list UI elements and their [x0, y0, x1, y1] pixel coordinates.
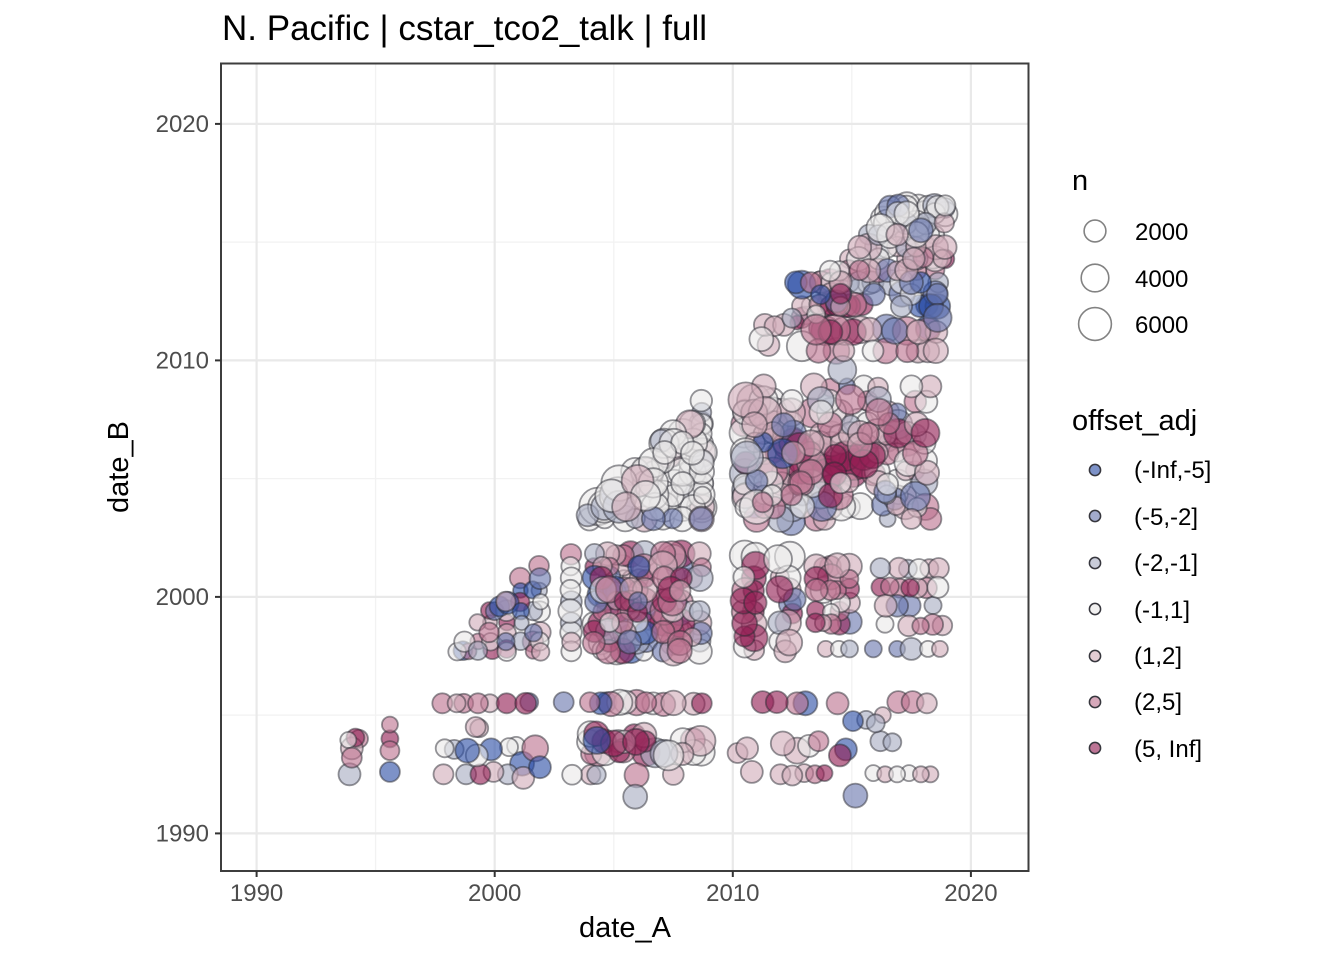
svg-text:2000: 2000: [156, 584, 209, 611]
svg-text:2020: 2020: [156, 111, 209, 138]
svg-text:offset_adj: offset_adj: [1072, 405, 1197, 437]
svg-text:n: n: [1072, 165, 1088, 197]
svg-text:(-Inf,-5]: (-Inf,-5]: [1134, 457, 1211, 484]
svg-text:(5, Inf]: (5, Inf]: [1134, 736, 1202, 763]
svg-text:1990: 1990: [156, 820, 209, 847]
svg-text:(1,2]: (1,2]: [1134, 643, 1182, 670]
svg-text:2010: 2010: [706, 880, 759, 907]
svg-text:date_B: date_B: [103, 421, 135, 513]
svg-text:N. Pacific | cstar_tco2_talk |: N. Pacific | cstar_tco2_talk | full: [222, 9, 707, 48]
svg-text:2000: 2000: [1135, 219, 1188, 246]
svg-text:4000: 4000: [1135, 266, 1188, 293]
svg-text:(-2,-1]: (-2,-1]: [1134, 550, 1198, 577]
svg-text:6000: 6000: [1135, 312, 1188, 339]
svg-text:(2,5]: (2,5]: [1134, 689, 1182, 716]
svg-text:(-1,1]: (-1,1]: [1134, 597, 1190, 624]
svg-text:date_A: date_A: [579, 912, 672, 944]
svg-text:1990: 1990: [230, 880, 283, 907]
svg-text:2020: 2020: [944, 880, 997, 907]
svg-text:2010: 2010: [156, 347, 209, 374]
svg-text:2000: 2000: [468, 880, 521, 907]
svg-text:(-5,-2]: (-5,-2]: [1134, 504, 1198, 531]
